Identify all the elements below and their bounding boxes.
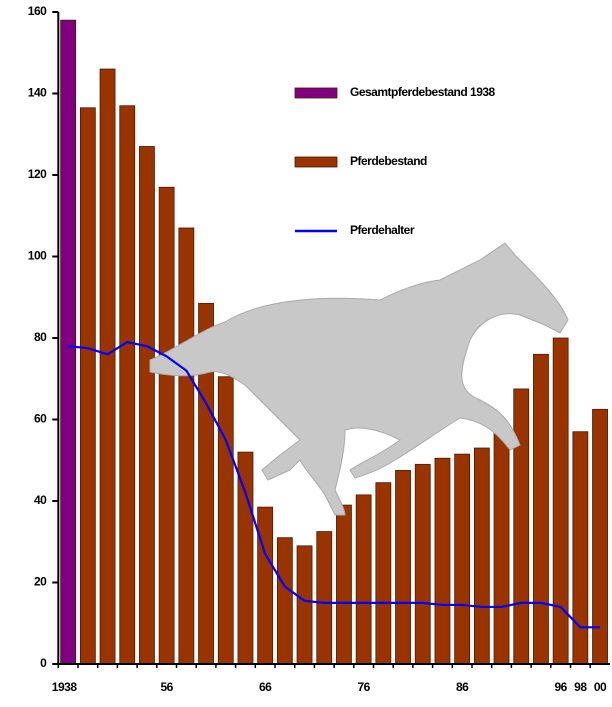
bar bbox=[494, 426, 509, 664]
x-tick-label: 86 bbox=[456, 680, 469, 694]
x-tick-label: 76 bbox=[357, 680, 370, 694]
y-tick-label: 60 bbox=[34, 412, 47, 426]
y-tick-label: 120 bbox=[28, 167, 47, 181]
bar bbox=[159, 187, 174, 664]
y-tick-label: 100 bbox=[28, 249, 47, 263]
y-tick-label: 160 bbox=[28, 4, 47, 18]
x-tick-label: 1938 bbox=[52, 680, 78, 694]
bar bbox=[336, 505, 351, 664]
bar bbox=[139, 146, 154, 664]
y-tick-label: 80 bbox=[34, 330, 47, 344]
bar bbox=[376, 483, 391, 664]
legend: Gesamtpferdebestand 1938 Pferdebestand Pfe… bbox=[295, 85, 496, 237]
bar bbox=[396, 470, 411, 664]
x-tick-label: 96 bbox=[554, 680, 567, 694]
chart: 020406080100120140160193856667686969800 … bbox=[0, 0, 612, 707]
bar bbox=[120, 106, 135, 664]
bar bbox=[61, 20, 76, 664]
bar bbox=[474, 448, 489, 664]
bar bbox=[258, 507, 273, 664]
page: {"chart_data": { "type": "bar", "categor… bbox=[0, 0, 612, 707]
legend-label: Gesamtpferdebestand 1938 bbox=[350, 85, 496, 99]
legend-swatch bbox=[295, 88, 337, 98]
bar bbox=[455, 454, 470, 664]
bar bbox=[238, 452, 253, 664]
legend-label: Pferdebestand bbox=[350, 154, 427, 168]
bar bbox=[297, 546, 312, 664]
bar bbox=[100, 69, 115, 664]
x-tick-label: 98 bbox=[574, 680, 587, 694]
bar bbox=[179, 228, 194, 664]
bar bbox=[317, 532, 332, 664]
bar bbox=[277, 538, 292, 664]
x-tick-label: 00 bbox=[594, 680, 607, 694]
bar bbox=[553, 338, 568, 664]
legend-swatch bbox=[295, 157, 337, 167]
x-tick-label: 56 bbox=[160, 680, 173, 694]
x-tick-label: 66 bbox=[259, 680, 272, 694]
bar bbox=[435, 458, 450, 664]
bar bbox=[573, 432, 588, 664]
y-tick-label: 140 bbox=[28, 86, 47, 100]
bar bbox=[415, 464, 430, 664]
bar bbox=[593, 409, 608, 664]
legend-label: Pferdehalter bbox=[350, 223, 415, 237]
y-tick-label: 0 bbox=[40, 656, 47, 670]
bar bbox=[80, 108, 95, 664]
bar bbox=[218, 377, 233, 664]
bar bbox=[533, 354, 548, 664]
y-tick-label: 40 bbox=[34, 493, 47, 507]
bar bbox=[514, 389, 529, 664]
bar bbox=[356, 495, 371, 664]
y-tick-label: 20 bbox=[34, 575, 47, 589]
